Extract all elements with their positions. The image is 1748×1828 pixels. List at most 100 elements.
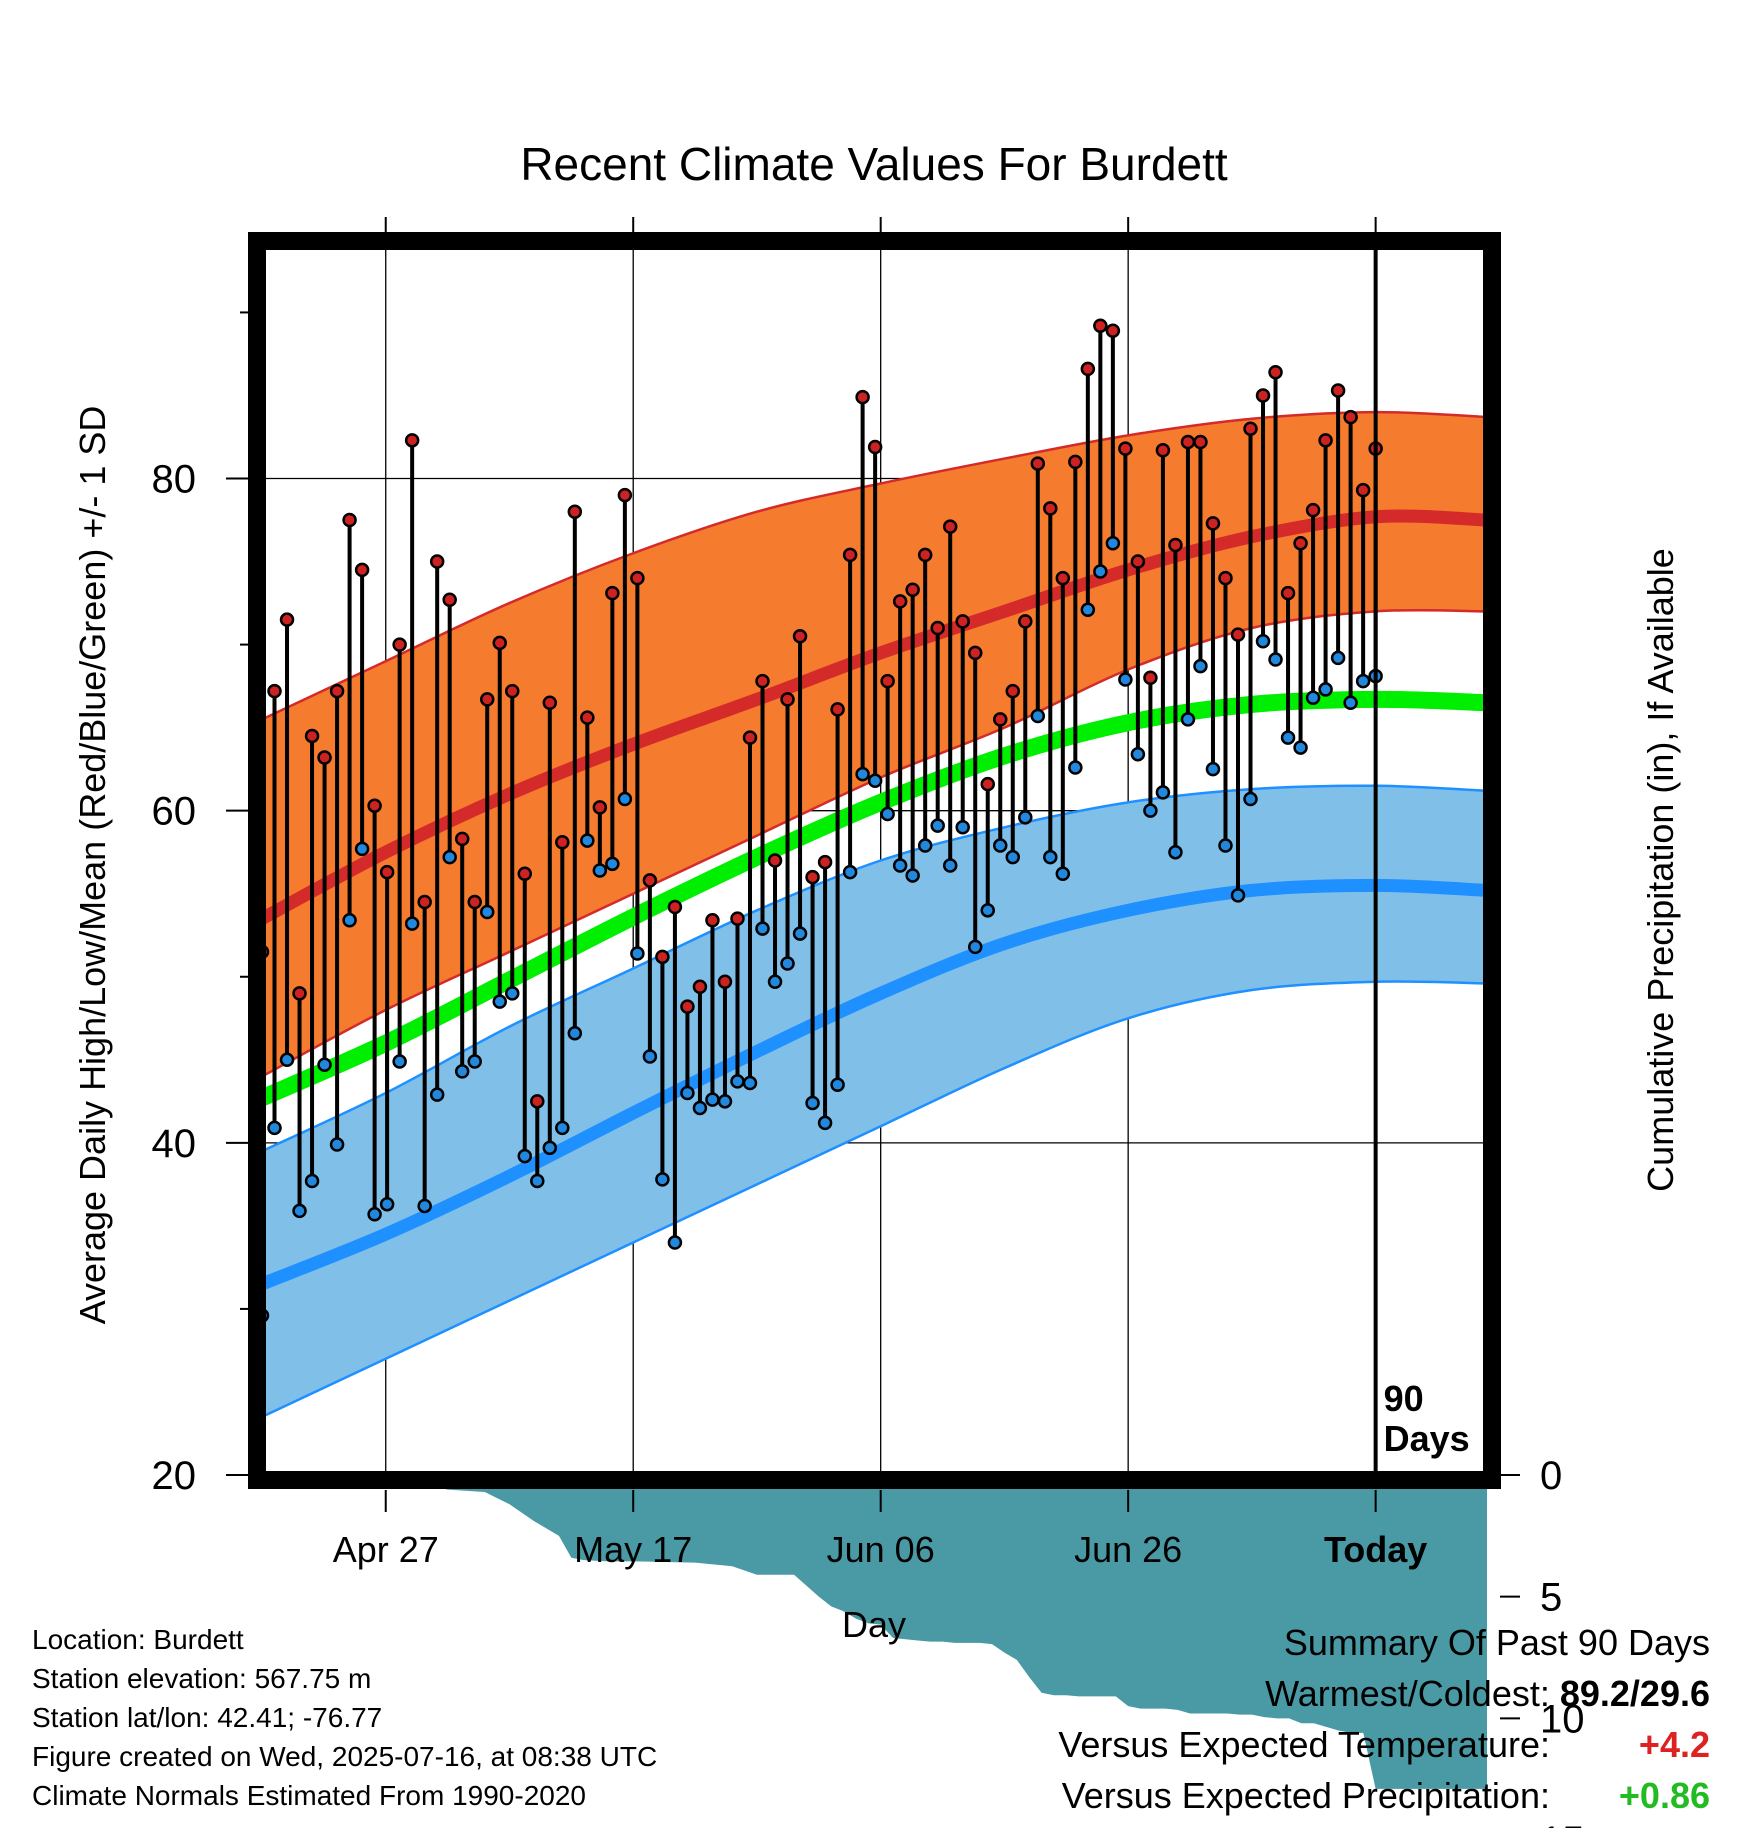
daily-high-point xyxy=(379,864,395,880)
daily-high-point xyxy=(367,798,382,813)
daily-high-point xyxy=(617,487,633,503)
daily-low-point xyxy=(955,820,970,835)
daily-high-point xyxy=(842,547,858,563)
daily-low-point xyxy=(767,974,783,989)
daily-high-point xyxy=(479,692,495,707)
y-tick-label: 80 xyxy=(152,458,197,502)
daily-low-point xyxy=(1293,740,1308,755)
daily-low-point xyxy=(642,1049,658,1064)
daily-low-point xyxy=(1093,564,1108,579)
daily-high-point xyxy=(767,853,783,868)
daily-low-point xyxy=(830,1077,845,1092)
daily-high-point xyxy=(317,750,332,765)
normals-text: Climate Normals Estimated From 1990-2020 xyxy=(32,1780,586,1811)
daily-low-point xyxy=(667,1235,683,1250)
daily-high-point xyxy=(392,637,407,652)
daily-low-point xyxy=(680,1085,695,1101)
daily-high-point xyxy=(1318,433,1333,448)
warm-cold-value: 89.2/29.6 xyxy=(1559,1673,1710,1714)
low-sd-band xyxy=(262,785,1487,1417)
daily-low-point xyxy=(580,833,595,848)
daily-high-point xyxy=(530,1094,545,1109)
daily-high-point xyxy=(329,683,345,699)
daily-high-point xyxy=(467,894,482,910)
daily-low-point xyxy=(304,1173,320,1189)
daily-low-point xyxy=(730,1074,745,1089)
daily-low-point xyxy=(1193,658,1208,674)
x-tick-label: Jun 26 xyxy=(1074,1529,1182,1570)
daily-low-point xyxy=(1255,634,1271,649)
latlon-text: Station lat/lon: 42.41; -76.77 xyxy=(32,1702,383,1733)
daily-low-point xyxy=(1043,849,1058,865)
daily-high-point xyxy=(792,629,808,644)
daily-low-point xyxy=(892,858,908,873)
daily-low-point xyxy=(1143,803,1158,818)
today-marker-label: Days xyxy=(1384,1418,1470,1459)
daily-high-point xyxy=(404,433,420,448)
daily-high-point xyxy=(1130,554,1146,569)
daily-low-point xyxy=(354,841,370,857)
temp-anomaly-label: Versus Expected Temperature: xyxy=(1058,1724,1550,1765)
daily-low-point xyxy=(617,791,633,807)
daily-high-point xyxy=(855,389,870,405)
daily-high-point xyxy=(755,673,770,689)
elevation-text: Station elevation: 567.75 m xyxy=(32,1663,372,1694)
station-info: Location: Burdett Station elevation: 567… xyxy=(32,1620,657,1815)
daily-high-point xyxy=(354,562,370,578)
daily-low-point xyxy=(1280,730,1296,745)
daily-high-point xyxy=(1243,421,1258,436)
x-tick-label: Apr 27 xyxy=(333,1529,439,1570)
daily-low-point xyxy=(1230,888,1246,903)
daily-low-point xyxy=(930,818,945,833)
daily-low-point xyxy=(1318,682,1333,697)
daily-low-point xyxy=(692,1100,708,1116)
daily-low-point xyxy=(1330,650,1346,666)
precip-anomaly-row: Versus Expected Precipitation: +0.86 xyxy=(1058,1770,1710,1821)
today-marker-label: 90 xyxy=(1384,1378,1424,1419)
daily-low-point xyxy=(1168,844,1183,860)
daily-low-point xyxy=(880,806,895,822)
daily-high-point xyxy=(1155,443,1171,458)
normal-mean-line xyxy=(258,690,1488,1106)
daily-low-point xyxy=(1118,672,1133,687)
daily-high-point xyxy=(267,683,282,699)
daily-low-point xyxy=(705,1092,720,1107)
chart-title: Recent Climate Values For Burdett xyxy=(520,138,1228,190)
daily-low-point xyxy=(1018,810,1033,825)
daily-high-point xyxy=(1093,318,1108,333)
y-tick-label: 60 xyxy=(152,790,197,834)
daily-low-point xyxy=(967,939,983,955)
daily-low-point xyxy=(917,838,933,853)
daily-low-point xyxy=(855,766,870,782)
daily-low-point xyxy=(517,1148,533,1164)
daily-high-point xyxy=(1143,670,1158,686)
daily-high-point xyxy=(880,673,895,689)
daily-high-point xyxy=(1280,585,1296,601)
daily-low-point xyxy=(780,956,795,971)
x-tick-label: Jun 06 xyxy=(827,1529,935,1570)
daily-high-point xyxy=(1118,441,1133,456)
daily-high-point xyxy=(555,834,570,850)
daily-low-point xyxy=(817,1115,833,1131)
y2-axis-label: Cumulative Precipitation (in), If Availa… xyxy=(1640,548,1681,1192)
daily-high-point xyxy=(905,582,920,598)
daily-low-point xyxy=(367,1207,382,1222)
summary-heading: Summary Of Past 90 Days xyxy=(1283,1622,1710,1663)
daily-high-point xyxy=(967,645,983,661)
daily-high-point xyxy=(492,635,507,651)
daily-high-point xyxy=(592,800,608,815)
daily-high-point xyxy=(1180,434,1196,450)
precip-anomaly-value: +0.86 xyxy=(1618,1775,1710,1816)
daily-high-point xyxy=(742,730,758,745)
daily-high-point xyxy=(930,620,945,636)
plot-frame xyxy=(248,232,1501,1489)
daily-high-point xyxy=(730,911,745,926)
daily-low-point xyxy=(905,868,920,883)
daily-high-point xyxy=(692,979,708,994)
daily-high-point xyxy=(292,986,307,1001)
daily-high-point xyxy=(1305,502,1321,518)
temp-anomaly-row: Versus Expected Temperature: +4.2 xyxy=(1058,1719,1710,1770)
daily-high-point xyxy=(867,439,883,455)
